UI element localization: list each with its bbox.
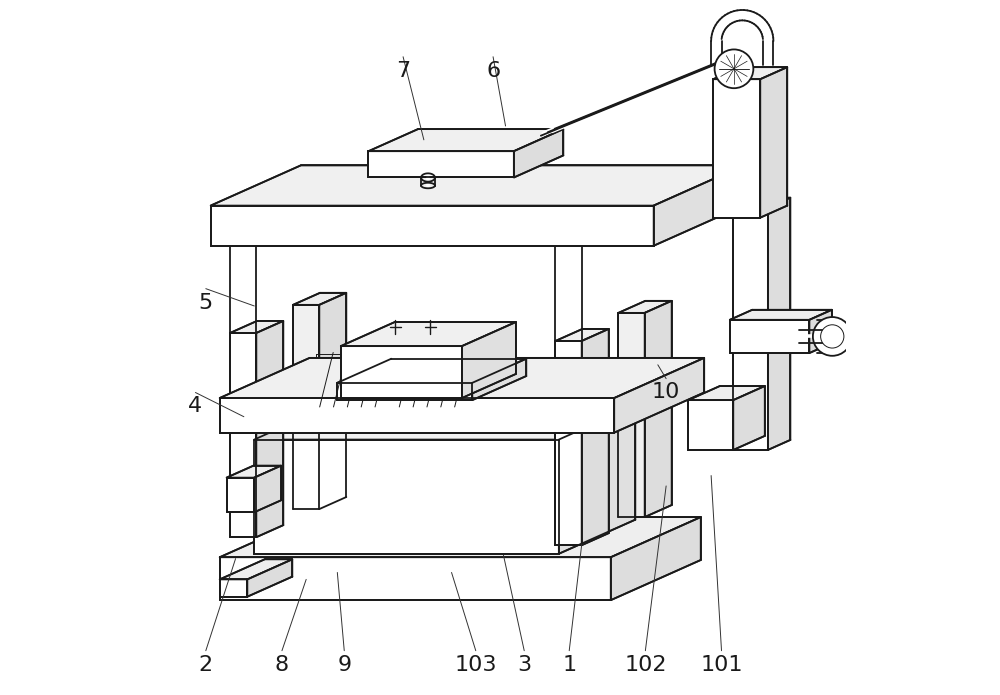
Polygon shape bbox=[618, 313, 645, 517]
Polygon shape bbox=[227, 466, 281, 477]
Polygon shape bbox=[220, 398, 614, 433]
Polygon shape bbox=[254, 405, 635, 439]
Polygon shape bbox=[555, 329, 609, 341]
Polygon shape bbox=[368, 152, 514, 177]
Circle shape bbox=[715, 49, 753, 88]
Polygon shape bbox=[293, 293, 346, 305]
Text: 4: 4 bbox=[188, 396, 202, 416]
Polygon shape bbox=[247, 559, 292, 597]
Polygon shape bbox=[254, 466, 281, 512]
Text: 2: 2 bbox=[199, 655, 213, 675]
Polygon shape bbox=[319, 293, 346, 509]
Polygon shape bbox=[368, 129, 563, 152]
Polygon shape bbox=[614, 358, 704, 433]
Polygon shape bbox=[337, 383, 472, 400]
Text: 102: 102 bbox=[624, 655, 667, 675]
Polygon shape bbox=[292, 404, 595, 416]
Polygon shape bbox=[220, 580, 247, 597]
Polygon shape bbox=[254, 439, 559, 554]
Polygon shape bbox=[713, 79, 760, 218]
Polygon shape bbox=[230, 321, 283, 333]
Polygon shape bbox=[730, 310, 832, 320]
Polygon shape bbox=[768, 197, 790, 450]
Text: 101: 101 bbox=[700, 655, 743, 675]
Text: 103: 103 bbox=[455, 655, 497, 675]
Text: 7: 7 bbox=[396, 60, 410, 81]
Polygon shape bbox=[733, 197, 790, 208]
Polygon shape bbox=[654, 165, 744, 246]
Text: 3: 3 bbox=[517, 655, 531, 675]
Polygon shape bbox=[555, 341, 582, 545]
Polygon shape bbox=[211, 206, 654, 246]
Polygon shape bbox=[220, 557, 611, 600]
Polygon shape bbox=[227, 477, 254, 512]
Polygon shape bbox=[341, 346, 462, 398]
Polygon shape bbox=[730, 320, 809, 353]
Polygon shape bbox=[618, 301, 672, 313]
Text: 5: 5 bbox=[199, 293, 213, 313]
Circle shape bbox=[813, 317, 852, 356]
Polygon shape bbox=[688, 400, 733, 450]
Polygon shape bbox=[337, 359, 526, 383]
Text: 1: 1 bbox=[562, 655, 576, 675]
Circle shape bbox=[821, 325, 844, 348]
Polygon shape bbox=[688, 386, 765, 400]
Polygon shape bbox=[472, 359, 526, 400]
Polygon shape bbox=[293, 305, 319, 509]
Polygon shape bbox=[713, 67, 787, 79]
Polygon shape bbox=[611, 517, 701, 600]
Polygon shape bbox=[809, 310, 832, 353]
Text: 8: 8 bbox=[275, 655, 289, 675]
Polygon shape bbox=[341, 322, 516, 346]
Polygon shape bbox=[256, 321, 283, 537]
Polygon shape bbox=[220, 358, 704, 398]
Polygon shape bbox=[760, 67, 787, 218]
Polygon shape bbox=[559, 405, 635, 554]
Polygon shape bbox=[220, 559, 292, 580]
Text: 10: 10 bbox=[652, 382, 680, 402]
Polygon shape bbox=[582, 329, 609, 545]
Polygon shape bbox=[733, 386, 765, 450]
Polygon shape bbox=[220, 517, 701, 557]
Polygon shape bbox=[733, 208, 768, 450]
Polygon shape bbox=[230, 333, 256, 537]
Polygon shape bbox=[211, 165, 744, 206]
Polygon shape bbox=[645, 301, 672, 517]
Text: 9: 9 bbox=[337, 655, 351, 675]
Polygon shape bbox=[514, 129, 563, 177]
Polygon shape bbox=[462, 322, 516, 398]
Text: 6: 6 bbox=[486, 60, 500, 81]
